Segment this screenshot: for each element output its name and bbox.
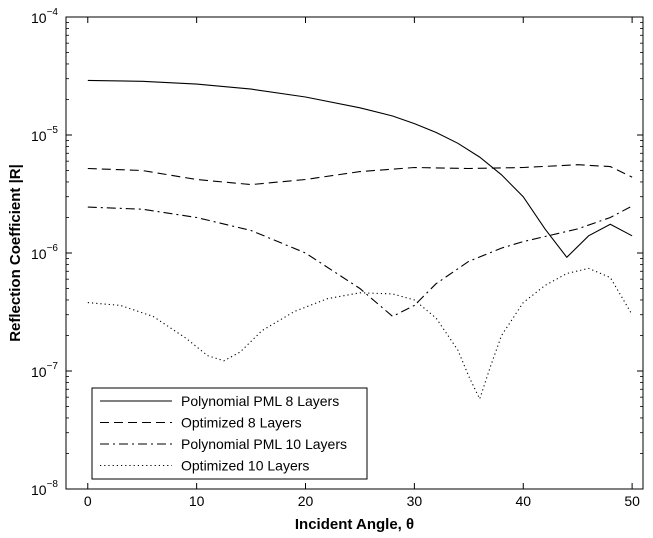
y-tick-exponent: −7: [47, 361, 59, 372]
series-line-3: [87, 205, 633, 318]
y-axis-title: Reflection Coefficient |R|: [7, 164, 24, 342]
legend-label: Polynomial PML 10 Layers: [181, 436, 347, 452]
y-tick-exponent: −5: [47, 125, 59, 136]
series-line-1: [87, 79, 633, 259]
legend-label: Polynomial PML 8 Layers: [181, 393, 339, 409]
y-tick-labels: 10−810−710−610−510−4: [31, 7, 58, 498]
y-tick-base: 10: [31, 246, 47, 262]
x-tick-label: 50: [624, 493, 640, 509]
legend: Polynomial PML 8 Layers Optimized 8 Layer…: [91, 387, 368, 480]
x-tick-label: 30: [407, 493, 423, 509]
y-tick-label: 10−5: [31, 125, 58, 144]
x-tick-labels: 0 10 20 30 40 50: [84, 493, 640, 509]
x-tick-label: 10: [189, 493, 205, 509]
series-lines: [87, 79, 633, 401]
x-tick-label: 40: [515, 493, 531, 509]
x-axis-title: Incident Angle, θ: [295, 516, 414, 533]
y-tick-base: 10: [31, 10, 47, 26]
series-line-4: [87, 267, 633, 401]
y-tick-exponent: −6: [47, 243, 59, 254]
plot-frame: [65, 16, 644, 490]
x-tick-label: 20: [298, 493, 314, 509]
x-tick-label: 0: [84, 493, 92, 509]
legend-label: Optimized 8 Layers: [181, 415, 302, 431]
y-tick-base: 10: [31, 364, 47, 380]
y-tick-label: 10−6: [31, 243, 58, 262]
y-tick-label: 10−7: [31, 361, 58, 380]
y-tick-base: 10: [31, 128, 47, 144]
series-line-2: [87, 164, 633, 186]
y-tick-exponent: −8: [47, 479, 59, 490]
y-tick-label: 10−4: [31, 7, 58, 26]
y-tick-base: 10: [31, 482, 47, 498]
y-tick-label: 10−8: [31, 479, 58, 498]
y-tick-exponent: −4: [47, 7, 59, 18]
legend-label: Optimized 10 Layers: [181, 458, 309, 474]
legend-box: [91, 387, 368, 480]
